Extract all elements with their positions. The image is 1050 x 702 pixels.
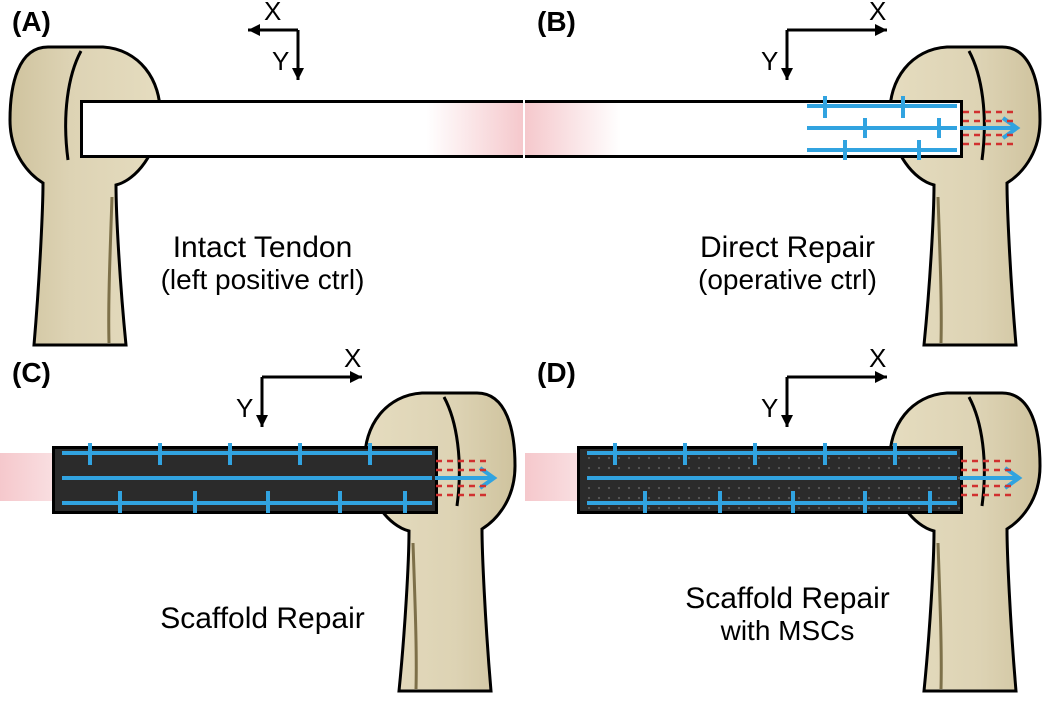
axes-d: X Y [775,347,915,440]
axis-y-label-c: Y [236,393,253,424]
caption-d: Scaffold Repair with MSCs [525,583,1050,648]
title-a: Intact Tendon [173,231,353,264]
bone-humerus-a [8,45,168,355]
caption-a: Intact Tendon (left positive ctrl) [0,232,525,297]
panel-d: (D) [525,351,1050,702]
axis-y-label-a: Y [272,46,289,77]
axis-x-label-c: X [344,343,361,374]
panel-b: (B) [525,0,1050,351]
tendon-a [80,100,523,158]
panel-b-tag: (B) [537,6,576,38]
suture-d [525,433,1045,543]
axis-x-label-a: X [264,0,281,27]
suture-b [525,88,1045,188]
caption-b: Direct Repair (operative ctrl) [525,232,1050,297]
title-d: Scaffold Repair [685,582,890,615]
title-c: Scaffold Repair [160,602,365,635]
title-b: Direct Repair [700,231,875,264]
panel-a: (A) X Y Intact Tendon (left positive ctr… [0,0,525,351]
panel-d-tag: (D) [537,357,576,389]
axes-a: X Y [240,0,360,93]
subtitle-d: with MSCs [721,615,855,646]
subtitle-b: (operative ctrl) [698,264,877,295]
suture-c [0,433,520,543]
axis-x-label-b: X [869,0,886,27]
axes-b: X Y [775,0,915,93]
axis-x-label-d: X [869,343,886,374]
subtitle-a: (left positive ctrl) [161,264,365,295]
caption-c: Scaffold Repair [0,603,525,635]
axis-y-label-d: Y [761,393,778,424]
panel-c-tag: (C) [12,357,51,389]
panel-a-tag: (A) [12,6,51,38]
axes-c: X Y [250,347,390,440]
panel-c: (C) [0,351,525,702]
axis-y-label-b: Y [761,46,778,77]
